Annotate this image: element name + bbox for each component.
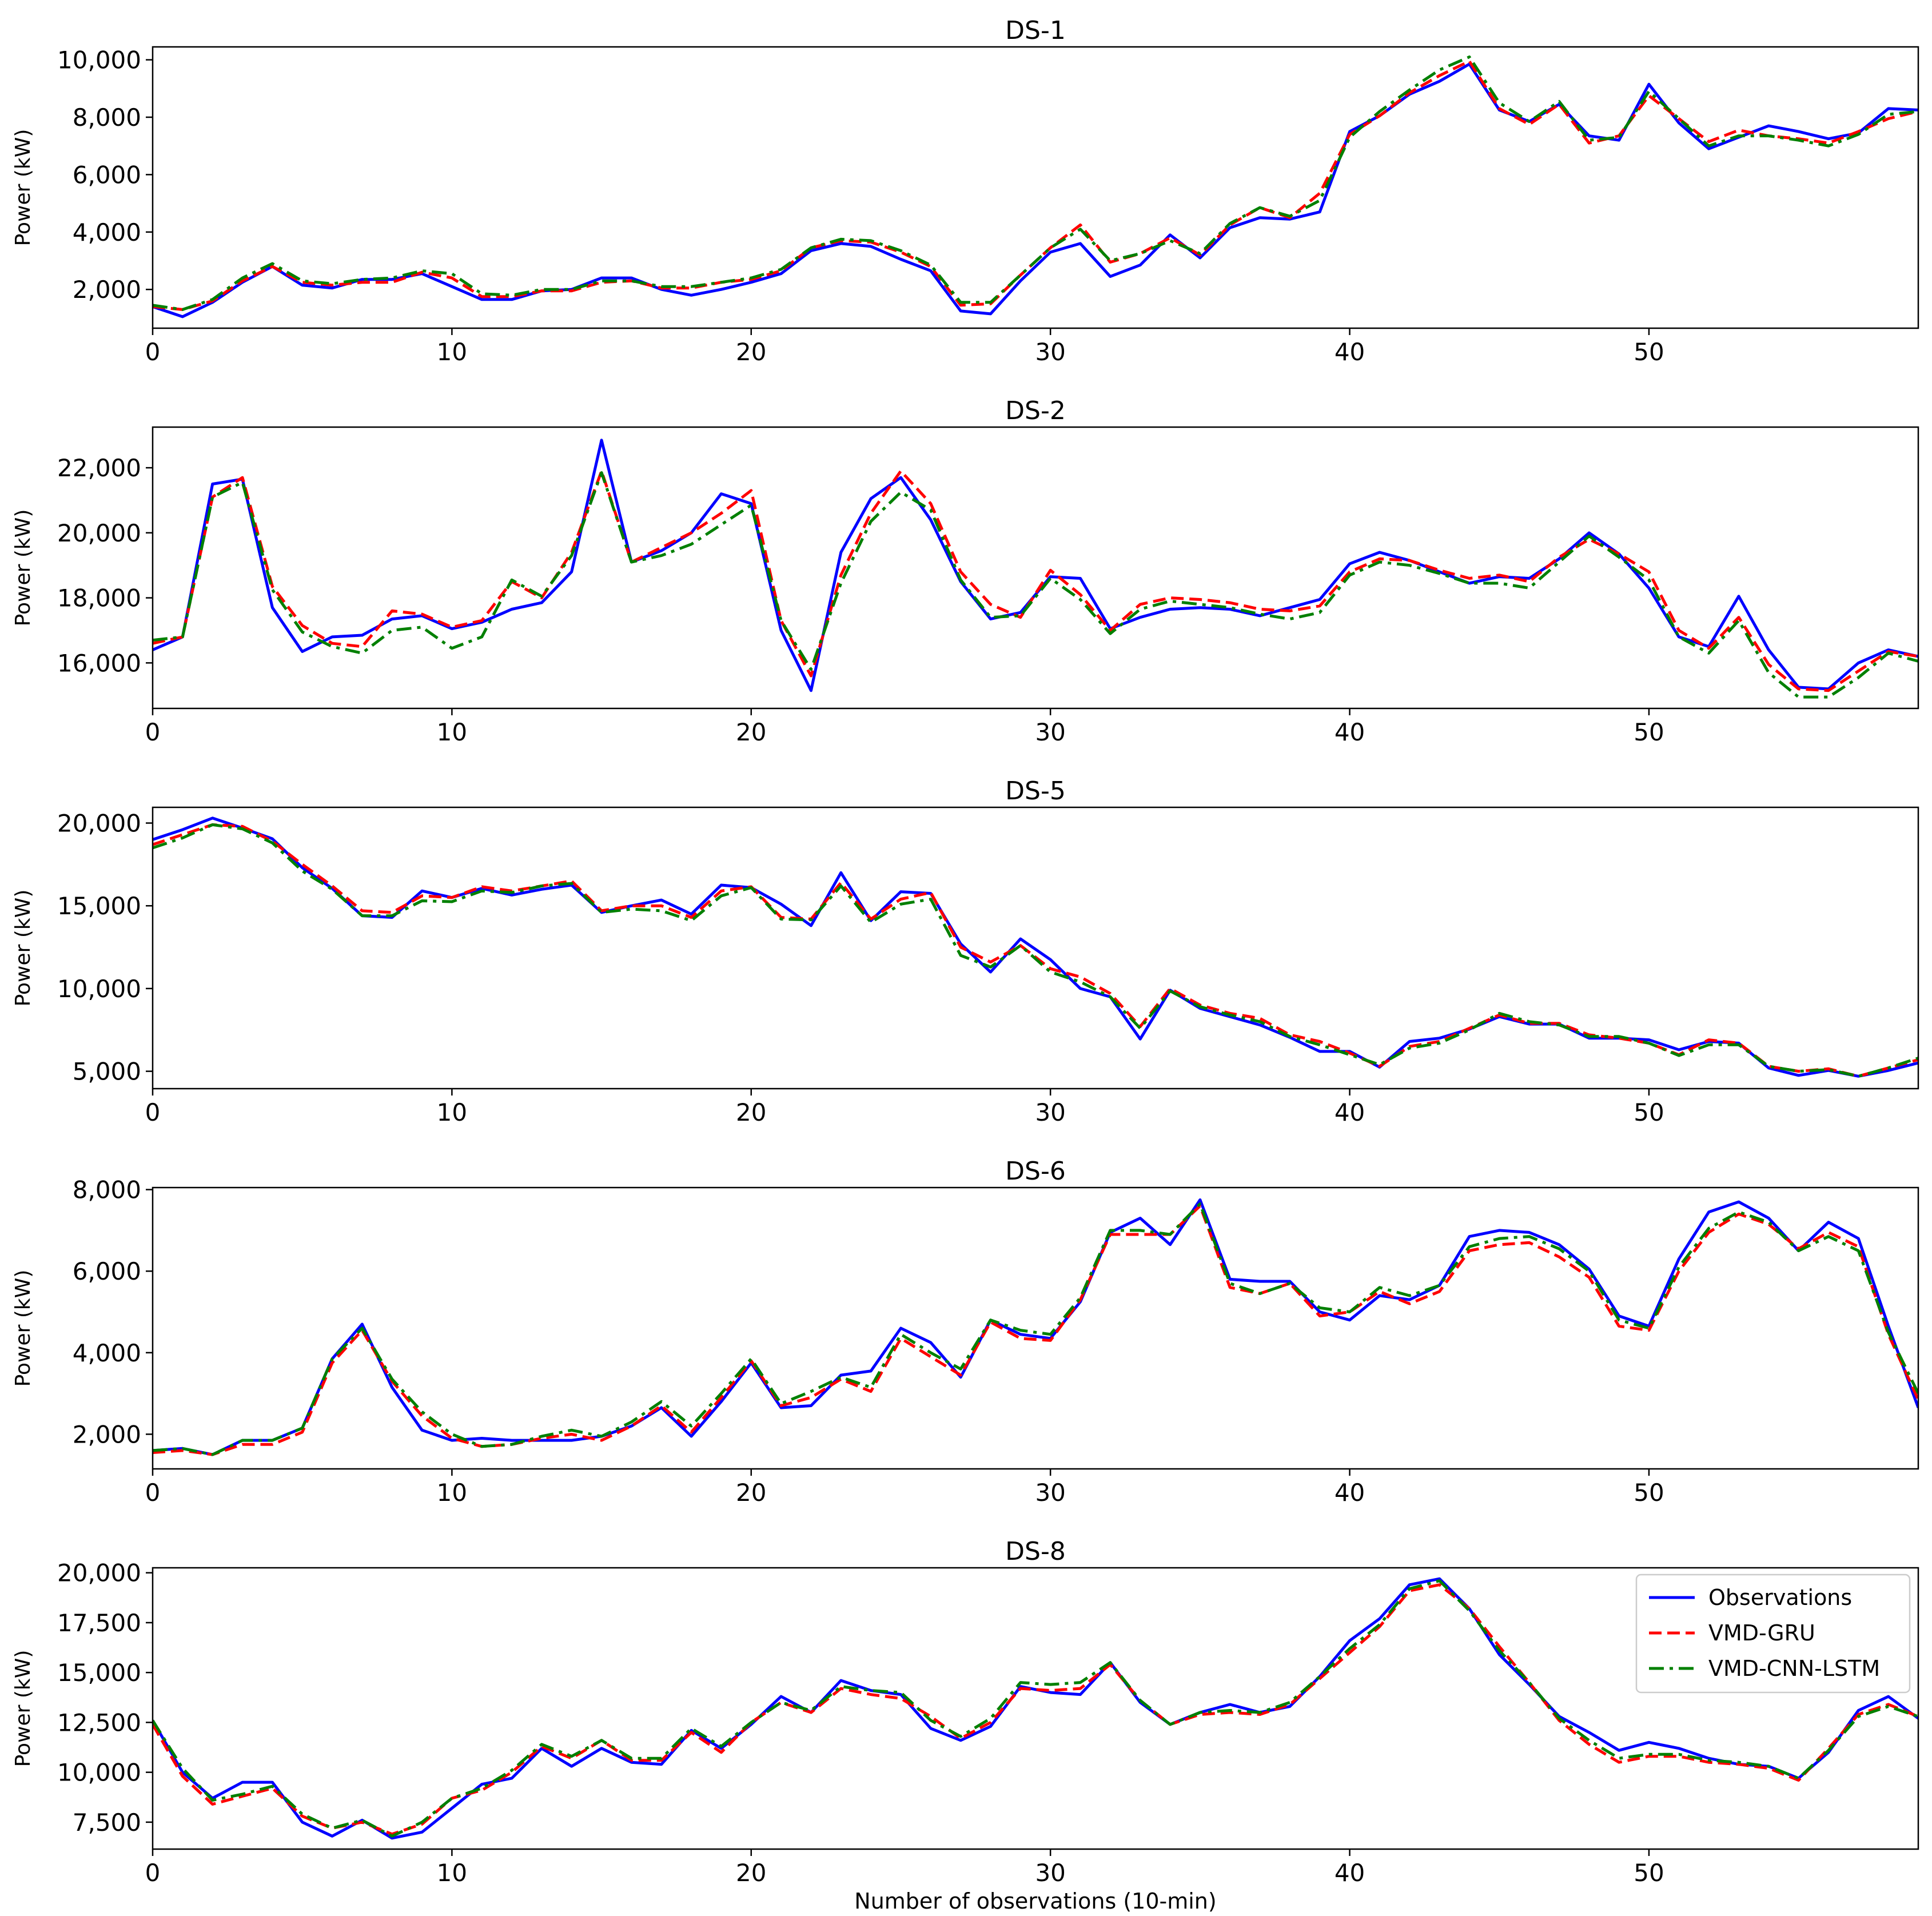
legend-box: [1635, 1574, 1911, 1694]
plot-frame: [152, 1186, 1919, 1470]
panel-title: DS-8: [1005, 1537, 1066, 1566]
x-tick-label: 10: [437, 338, 467, 366]
x-tick-label: 30: [1035, 1098, 1065, 1126]
panel-ds-8: DS-8 Power (kW) 0 10 20 30 40 50 7,500 10,000 12,5…: [11, 1537, 1919, 1887]
y-axis-label: Power (kW): [11, 509, 35, 627]
x-tick-label: 0: [145, 1098, 161, 1126]
series-line-vmd-cnn-lstm: [153, 471, 1918, 699]
series-group: [153, 816, 1918, 1078]
y-tick-label: 15,000: [57, 1659, 141, 1687]
y-tick-label: 6,000: [73, 161, 141, 189]
x-tick-label: 50: [1634, 1098, 1664, 1126]
series-line-observations: [153, 62, 1918, 318]
x-tick-label: 50: [1634, 718, 1664, 746]
y-axis-label: Power (kW): [11, 890, 35, 1007]
x-tick-label: 20: [736, 1479, 766, 1507]
y-tick-label: 16,000: [57, 649, 141, 677]
x-tick-label: 10: [437, 1098, 467, 1126]
y-tick-label: 10,000: [57, 1759, 141, 1787]
x-tick-label: 20: [736, 338, 766, 366]
panel-ds-1: DS-1 Power (kW) 0 10 20 30 40 50 2,000 4,000 6,000…: [11, 16, 1919, 366]
y-tick-label: 12,500: [57, 1708, 141, 1736]
x-tick-label: 40: [1335, 1479, 1365, 1507]
x-tick-label: 0: [145, 718, 161, 746]
panel-title: DS-1: [1005, 16, 1066, 45]
y-tick-label: 15,000: [57, 892, 141, 920]
y-tick-label: 10,000: [57, 975, 141, 1003]
x-tick-label: 30: [1035, 1479, 1065, 1507]
x-tick-label: 30: [1035, 338, 1065, 366]
x-tick-label: 30: [1035, 1859, 1065, 1887]
plot-frame: [152, 426, 1919, 710]
x-tick-label: 40: [1335, 1098, 1365, 1126]
series-line-vmd-gru: [153, 59, 1918, 311]
figure-x-axis-label: Number of observations (10-min): [854, 1889, 1216, 1914]
plot-frame: [152, 46, 1919, 329]
x-tick-label: 40: [1335, 338, 1365, 366]
x-tick-label: 10: [437, 1479, 467, 1507]
legend-label: VMD-GRU: [1708, 1620, 1815, 1646]
y-tick-label: 17,500: [57, 1609, 141, 1637]
series-group: [153, 439, 1918, 699]
series-line-vmd-cnn-lstm: [153, 823, 1918, 1078]
x-tick-label: 50: [1634, 1859, 1664, 1887]
y-tick-label: 8,000: [73, 103, 141, 132]
y-tick-label: 18,000: [57, 584, 141, 612]
y-tick-label: 8,000: [73, 1176, 141, 1204]
y-tick-label: 7,500: [73, 1809, 141, 1837]
x-tick-label: 10: [437, 718, 467, 746]
series-line-vmd-cnn-lstm: [153, 55, 1918, 311]
series-line-vmd-cnn-lstm: [153, 1579, 1918, 1838]
y-tick-label: 2,000: [73, 1420, 141, 1448]
x-tick-label: 0: [145, 1479, 161, 1507]
y-tick-label: 4,000: [73, 218, 141, 246]
x-tick-label: 20: [736, 718, 766, 746]
y-tick-label: 20,000: [57, 1559, 141, 1587]
y-tick-label: 5,000: [73, 1058, 141, 1086]
x-tick-label: 20: [736, 1859, 766, 1887]
series-line-observations: [153, 439, 1918, 692]
series-group: [153, 1577, 1918, 1840]
legend-label: Observations: [1708, 1585, 1852, 1610]
panel-ds-5: DS-5 Power (kW) 0 10 20 30 40 50 5,000 10,000 15,0…: [11, 776, 1919, 1126]
x-tick-label: 50: [1634, 338, 1664, 366]
panel-title: DS-5: [1005, 776, 1066, 806]
series-line-observations: [153, 1577, 1918, 1840]
y-tick-label: 6,000: [73, 1257, 141, 1285]
x-tick-label: 40: [1335, 718, 1365, 746]
panel-ds-2: DS-2 Power (kW) 0 10 20 30 40 50 16,000 18,000 20,…: [11, 396, 1919, 746]
y-tick-label: 10,000: [57, 46, 141, 74]
plot-frame: [152, 1567, 1919, 1850]
y-tick-label: 2,000: [73, 276, 141, 304]
series-line-observations: [153, 1198, 1918, 1456]
panel-title: DS-6: [1005, 1157, 1066, 1186]
subplot-panels: DS-1 Power (kW) 0 10 20 30 40 50 2,000 4,000 6,000…: [11, 16, 1919, 1887]
x-tick-label: 10: [437, 1859, 467, 1887]
series-line-vmd-gru: [153, 469, 1918, 692]
panel-title: DS-2: [1005, 396, 1066, 425]
series-line-observations: [153, 816, 1918, 1078]
x-tick-label: 0: [145, 338, 161, 366]
y-tick-label: 20,000: [57, 809, 141, 837]
series-line-vmd-gru: [153, 1204, 1918, 1456]
y-tick-label: 22,000: [57, 454, 141, 482]
series-group: [153, 1198, 1918, 1456]
y-axis-label: Power (kW): [11, 1650, 35, 1767]
y-axis-label: Power (kW): [11, 129, 35, 246]
y-tick-label: 4,000: [73, 1339, 141, 1367]
series-line-vmd-cnn-lstm: [153, 1202, 1918, 1456]
panel-ds-6: DS-6 Power (kW) 0 10 20 30 40 50 2,000 4,000 6,000…: [11, 1157, 1919, 1507]
x-tick-label: 30: [1035, 718, 1065, 746]
legend-label: VMD-CNN-LSTM: [1708, 1656, 1880, 1681]
x-tick-label: 20: [736, 1098, 766, 1126]
x-tick-label: 50: [1634, 1479, 1664, 1507]
series-group: [153, 55, 1918, 318]
x-tick-label: 40: [1335, 1859, 1365, 1887]
x-tick-label: 0: [145, 1859, 161, 1887]
y-tick-label: 20,000: [57, 519, 141, 547]
y-axis-label: Power (kW): [11, 1270, 35, 1387]
legend: Observations VMD-GRU VMD-CNN-LSTM: [1635, 1574, 1911, 1694]
plot-frame: [152, 806, 1919, 1090]
